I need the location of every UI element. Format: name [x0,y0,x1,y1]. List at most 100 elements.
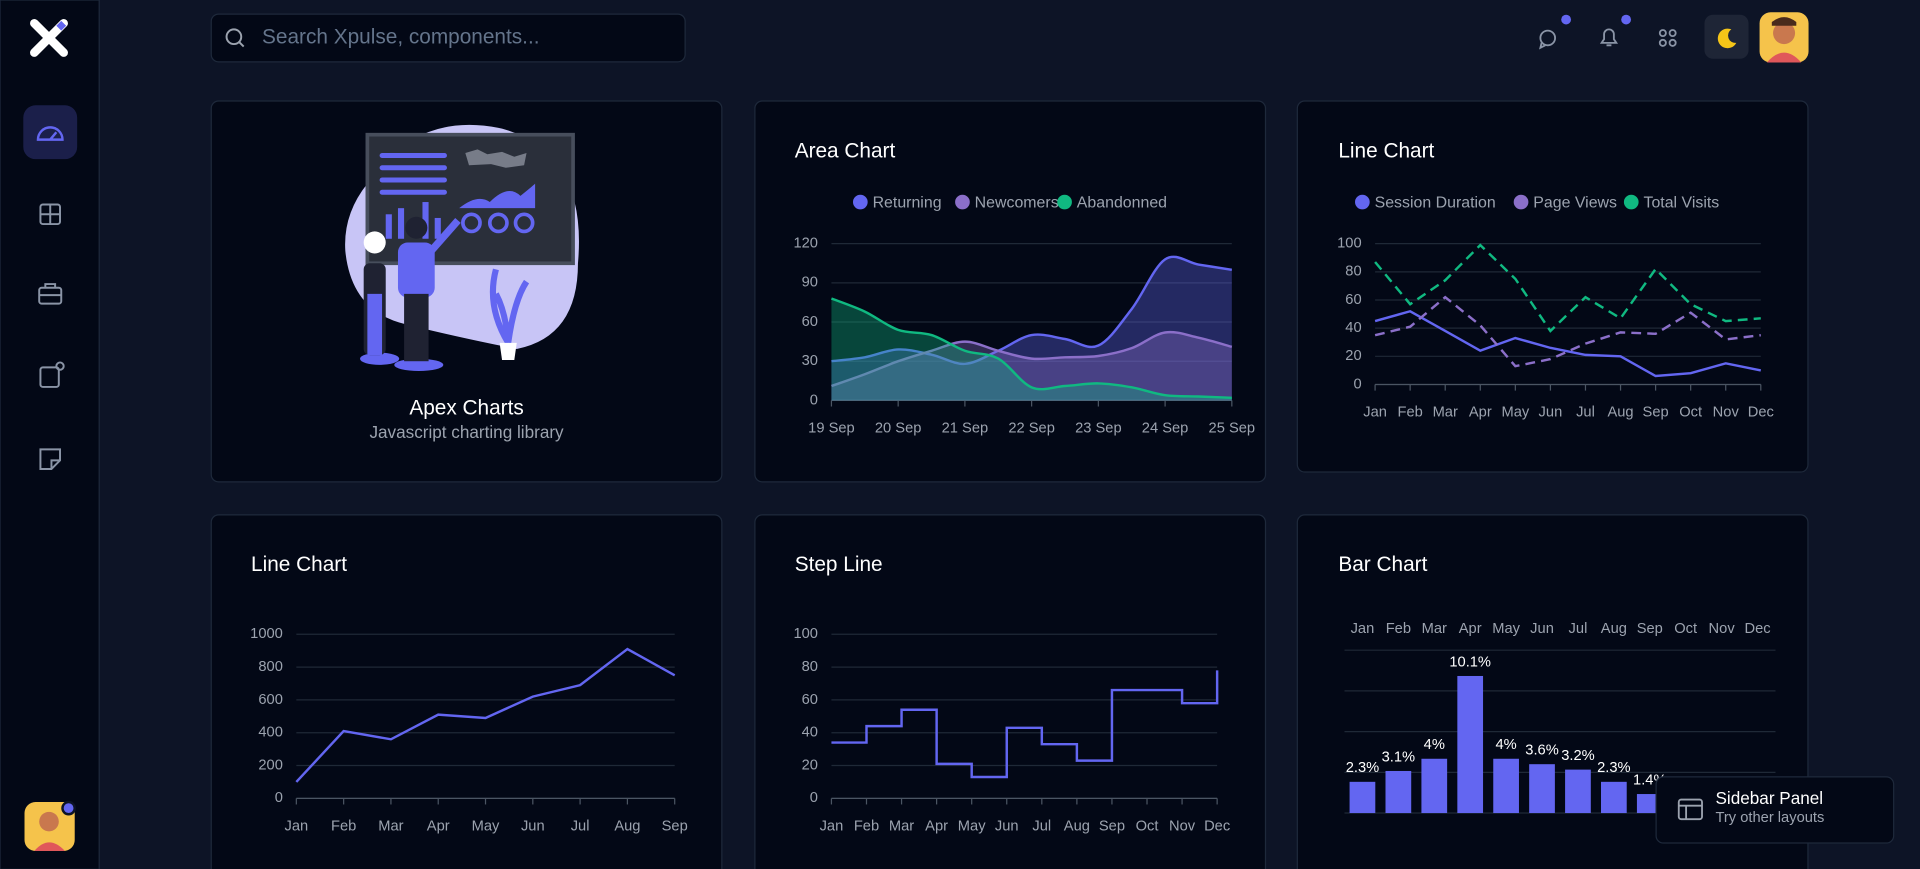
x-tick-label: Feb [1386,621,1411,637]
x-tick-label: May [958,818,986,834]
x-tick-label: Feb [1398,405,1423,421]
area-line [830,297,1232,400]
card [754,100,1267,483]
x-tick-label: Jul [571,818,590,834]
y-tick-label: 200 [258,757,283,773]
y-tick-label: 0 [1353,376,1361,392]
hero-illustration [345,124,579,372]
chart-title: Area Chart [795,139,896,162]
panel-title: Sidebar Panel [1715,788,1823,808]
data-label: 2.3% [1597,760,1630,776]
search-box[interactable] [210,13,686,63]
legend-marker [852,194,868,210]
legend-label: Abandonned [1077,194,1167,211]
y-tick-label: 60 [1345,292,1361,308]
card [210,514,723,869]
x-tick-label: 23 Sep [1075,420,1122,436]
x-tick-label: Sep [1637,621,1663,637]
y-tick-label: 0 [810,790,818,806]
bar [1385,770,1412,814]
x-tick-label: Jun [1539,405,1563,421]
step-line [831,670,1219,779]
charts: Area Chart 0 30 60 90 120 Returning Newcomers Ab… [250,139,1776,834]
y-tick-label: 60 [802,314,818,330]
x-tick-label: Aug [1601,621,1627,637]
y-tick-label: 1000 [250,626,283,642]
sidebar-avatar[interactable] [24,800,76,852]
chart: Line Chart 0 200 400 600 800 1000 Jan Feb Mar Apr M… [250,553,688,834]
apps-button[interactable] [1658,29,1677,47]
area-line [831,330,1233,388]
theme-toggle[interactable] [1704,14,1749,59]
x-tick-label: Mar [1422,621,1447,637]
x-tick-label: Mar [378,818,403,834]
messages-button[interactable] [1539,29,1557,50]
line [295,647,676,783]
x-tick-label: Oct [1679,405,1702,421]
x-tick-label: May [472,818,500,834]
chart: Line Chart 0 20 40 60 80 100 Session Duration Pa… [1337,139,1774,420]
bar [1529,764,1555,814]
bar [1457,675,1484,814]
legend-label: Page Views [1533,194,1617,211]
nav-widgets[interactable] [39,361,65,388]
x-tick-label: Jan [1351,621,1375,637]
y-tick-label: 20 [1345,348,1361,364]
chart: Area Chart 0 30 60 90 120 Returning Newcomers Ab… [793,139,1255,436]
x-tick-label: Mar [889,818,914,834]
x-tick-label: Jul [1576,405,1595,421]
x-tick-label: 22 Sep [1008,420,1055,436]
nav-apps[interactable] [38,283,63,305]
chart-title: Step Line [795,553,883,576]
y-tick-label: 30 [802,353,818,369]
panel-subtitle: Try other layouts [1715,810,1824,826]
x-tick-label: Aug [1607,405,1633,421]
x-tick-label: Mar [1433,405,1458,421]
data-label: 10.1% [1449,654,1491,670]
x-tick-label: Jun [521,818,545,834]
nav-layouts[interactable] [39,203,62,226]
bar [1349,781,1376,814]
nav-dashboard[interactable] [23,105,78,160]
notifications-button[interactable] [1599,28,1619,47]
bar [1601,781,1627,814]
x-tick-label: Sep [1643,405,1669,421]
x-tick-label: May [1501,405,1529,421]
x-tick-label: Jan [1363,405,1387,421]
y-tick-label: 800 [258,659,283,675]
legend-marker [1355,194,1370,210]
chart: Step Line 0 20 40 60 80 100 Jan Feb Mar Apr May Jun J… [793,553,1230,834]
card [754,514,1267,869]
x-tick-label: Aug [1064,818,1090,834]
x-tick-label: Apr [925,818,948,834]
messages-badge [1561,14,1572,25]
x-tick-label: Nov [1169,818,1196,834]
bar [1565,769,1591,814]
x-tick-label: Jun [995,818,1019,834]
x-tick-label: 19 Sep [808,420,855,436]
chart-title: Line Chart [1338,139,1434,162]
x-tick-label: Apr [427,818,450,834]
sidebar-panel-toast[interactable] [1655,776,1895,844]
line [1374,295,1761,368]
x-tick-label: Jun [1530,621,1554,637]
search-placeholder: Search Xpulse, components... [262,25,539,48]
user-avatar[interactable] [1759,12,1809,63]
x-tick-label: Oct [1136,818,1159,834]
x-tick-label: 25 Sep [1209,420,1256,436]
hero-title: Apex Charts [409,396,523,419]
legend-label: Total Visits [1643,194,1719,211]
logo[interactable] [30,18,68,57]
bar [1493,758,1519,814]
x-tick-label: Nov [1713,405,1740,421]
y-tick-label: 40 [1345,320,1361,336]
data-label: 3.2% [1561,748,1594,764]
notifications-badge [1621,14,1632,25]
legend-label: Returning [873,194,942,211]
x-tick-label: Jan [820,818,844,834]
nav-notes[interactable] [39,448,62,470]
x-tick-label: Nov [1709,621,1736,637]
y-tick-label: 120 [793,236,818,252]
